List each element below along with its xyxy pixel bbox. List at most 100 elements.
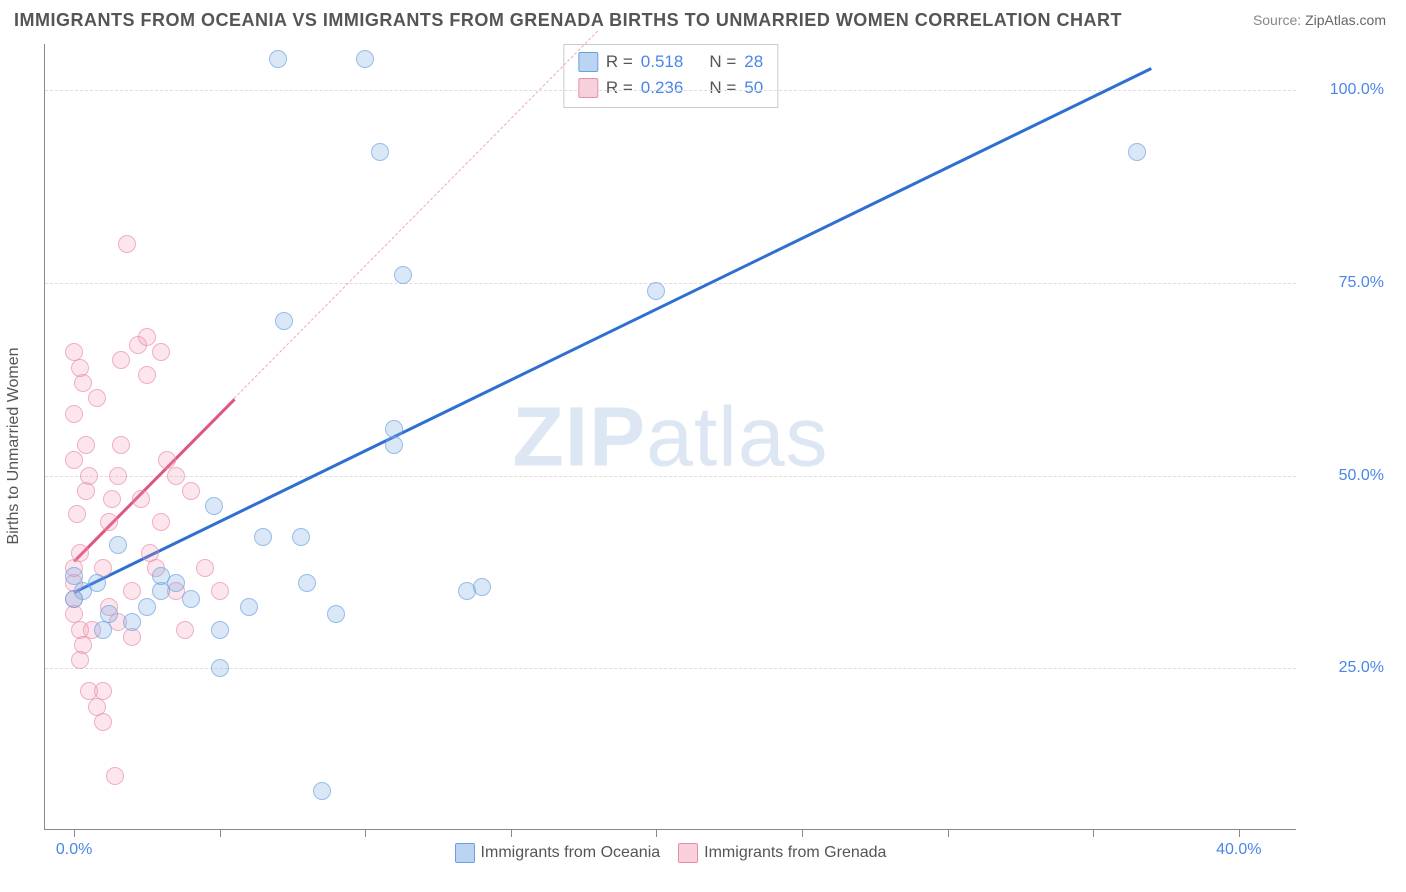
x-tick xyxy=(74,829,75,837)
data-point xyxy=(94,682,112,700)
x-tick xyxy=(656,829,657,837)
data-point xyxy=(473,578,491,596)
data-point xyxy=(106,767,124,785)
data-point xyxy=(94,621,112,639)
trend-line xyxy=(234,31,599,399)
legend-n-label: N = xyxy=(709,52,736,72)
legend-row: R = 0.518 N = 28 xyxy=(578,49,763,75)
data-point xyxy=(240,598,258,616)
data-point xyxy=(292,528,310,546)
data-point xyxy=(65,343,83,361)
data-point xyxy=(385,420,403,438)
data-point xyxy=(123,582,141,600)
data-point xyxy=(269,50,287,68)
data-point xyxy=(71,651,89,669)
data-point xyxy=(112,436,130,454)
data-point xyxy=(298,574,316,592)
data-point xyxy=(167,574,185,592)
x-tick xyxy=(511,829,512,837)
y-tick-label: 100.0% xyxy=(1304,81,1384,99)
x-tick xyxy=(365,829,366,837)
legend-r-value: 0.518 xyxy=(641,52,684,72)
y-tick-label: 50.0% xyxy=(1304,467,1384,485)
data-point xyxy=(65,405,83,423)
data-point xyxy=(313,782,331,800)
data-point xyxy=(394,266,412,284)
legend-n-value: 28 xyxy=(744,52,763,72)
legend-n-value: 50 xyxy=(744,78,763,98)
watermark-bold: ZIP xyxy=(512,389,646,483)
data-point xyxy=(112,351,130,369)
gridline xyxy=(45,668,1296,669)
data-point xyxy=(118,235,136,253)
source-label: Source: xyxy=(1253,12,1305,28)
x-tick-label: 0.0% xyxy=(56,841,92,859)
data-point xyxy=(152,343,170,361)
series-legend-item: Immigrants from Grenada xyxy=(678,843,886,863)
legend-swatch-blue xyxy=(578,52,598,72)
data-point xyxy=(176,621,194,639)
x-tick xyxy=(1093,829,1094,837)
legend-swatch-blue xyxy=(455,843,475,863)
data-point xyxy=(71,544,89,562)
watermark-light: atlas xyxy=(646,389,828,483)
data-point xyxy=(123,613,141,631)
source-attribution: Source: ZipAtlas.com xyxy=(1253,12,1386,28)
legend-n-label: N = xyxy=(709,78,736,98)
data-point xyxy=(182,590,200,608)
data-point xyxy=(138,366,156,384)
data-point xyxy=(109,536,127,554)
data-point xyxy=(123,628,141,646)
legend-swatch-pink xyxy=(578,78,598,98)
series-legend-item: Immigrants from Oceania xyxy=(455,843,661,863)
data-point xyxy=(88,389,106,407)
correlation-legend: R = 0.518 N = 28 R = 0.236 N = 50 xyxy=(563,44,778,108)
data-point xyxy=(100,513,118,531)
plot-area: ZIPatlas R = 0.518 N = 28 R = 0.236 N = … xyxy=(44,44,1296,830)
data-point xyxy=(356,50,374,68)
data-point xyxy=(74,374,92,392)
data-point xyxy=(182,482,200,500)
data-point xyxy=(103,490,121,508)
legend-r-value: 0.236 xyxy=(641,78,684,98)
data-point xyxy=(94,713,112,731)
data-point xyxy=(80,467,98,485)
data-point xyxy=(211,659,229,677)
data-point xyxy=(65,451,83,469)
series-label: Immigrants from Grenada xyxy=(704,844,886,861)
y-axis-title: Births to Unmarried Women xyxy=(5,347,23,544)
data-point xyxy=(138,328,156,346)
data-point xyxy=(167,467,185,485)
watermark: ZIPatlas xyxy=(512,388,828,485)
x-tick xyxy=(220,829,221,837)
data-point xyxy=(385,436,403,454)
data-point xyxy=(211,621,229,639)
data-point xyxy=(371,143,389,161)
trend-line xyxy=(73,399,235,563)
data-point xyxy=(109,467,127,485)
x-tick-label: 40.0% xyxy=(1216,841,1261,859)
series-legend: Immigrants from Oceania Immigrants from … xyxy=(45,843,1296,863)
legend-r-label: R = xyxy=(606,52,633,72)
legend-row: R = 0.236 N = 50 xyxy=(578,75,763,101)
x-tick xyxy=(1239,829,1240,837)
chart-container: IMMIGRANTS FROM OCEANIA VS IMMIGRANTS FR… xyxy=(0,0,1406,892)
data-point xyxy=(152,513,170,531)
data-point xyxy=(647,282,665,300)
y-tick-label: 75.0% xyxy=(1304,274,1384,292)
data-point xyxy=(205,497,223,515)
data-point xyxy=(196,559,214,577)
legend-swatch-pink xyxy=(678,843,698,863)
data-point xyxy=(138,598,156,616)
series-label: Immigrants from Oceania xyxy=(481,844,661,861)
gridline xyxy=(45,283,1296,284)
legend-r-label: R = xyxy=(606,78,633,98)
chart-title: IMMIGRANTS FROM OCEANIA VS IMMIGRANTS FR… xyxy=(14,10,1122,31)
data-point xyxy=(132,490,150,508)
y-tick-label: 25.0% xyxy=(1304,659,1384,677)
data-point xyxy=(1128,143,1146,161)
trend-line xyxy=(73,67,1152,594)
data-point xyxy=(211,582,229,600)
data-point xyxy=(77,482,95,500)
x-tick xyxy=(948,829,949,837)
